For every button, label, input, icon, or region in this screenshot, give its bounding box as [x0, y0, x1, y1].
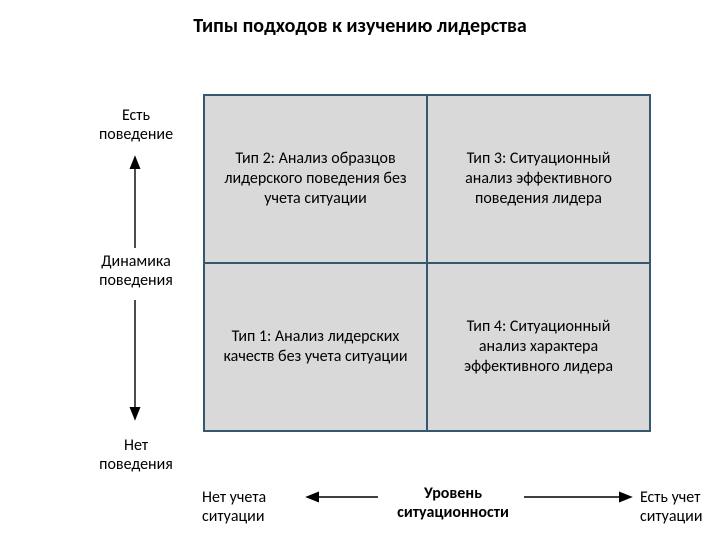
- y-axis-bottom-label: Нет поведения: [86, 436, 186, 474]
- x-axis-right-label: Есть учет ситуации: [640, 488, 720, 526]
- x-axis-left-label: Нет учета ситуации: [202, 488, 302, 526]
- matrix-2x2: Тип 2: Анализ образцов лидерского поведе…: [203, 94, 651, 432]
- y-axis-mid-label: Динамика поведения: [86, 252, 186, 290]
- y-axis-top-label: Есть поведение: [86, 106, 186, 144]
- cell-type4: Тип 4: Ситуационный анализ характера эфф…: [428, 264, 649, 430]
- page-title: Типы подходов к изучению лидерства: [0, 14, 720, 38]
- cell-type2: Тип 2: Анализ образцов лидерского поведе…: [205, 96, 428, 262]
- matrix-row: Тип 2: Анализ образцов лидерского поведе…: [205, 96, 649, 264]
- cell-type1: Тип 1: Анализ лидерских качеств без учет…: [205, 264, 428, 430]
- x-axis-mid-label: Уровень ситуационности: [388, 484, 518, 522]
- cell-type3: Тип 3: Ситуационный анализ эффективного …: [428, 96, 649, 262]
- matrix-row: Тип 1: Анализ лидерских качеств без учет…: [205, 264, 649, 430]
